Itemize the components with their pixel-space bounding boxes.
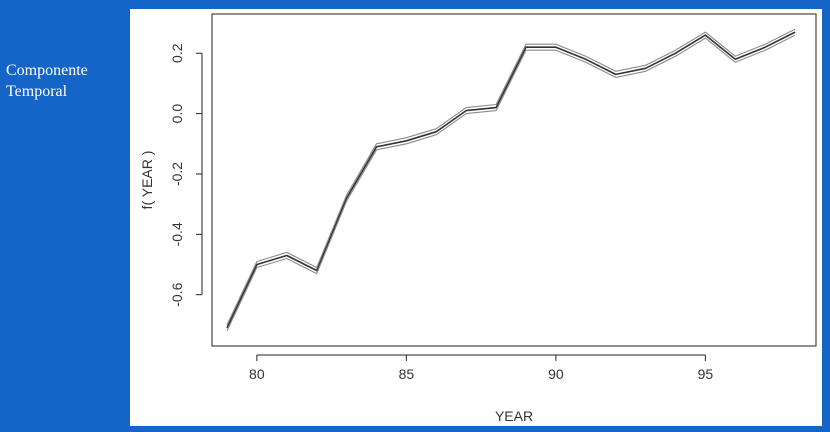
x-tick-label: 85 bbox=[399, 366, 415, 382]
x-tick-label: 90 bbox=[548, 366, 564, 382]
y-axis: -0.6 -0.4 -0.2 0.0 0.2 bbox=[169, 43, 203, 307]
y-tick-label: 0.0 bbox=[169, 104, 185, 124]
line-chart: 80 85 90 95 -0.6 -0.4 -0.2 0.0 0.2 YEAR f( YEAR… bbox=[139, 13, 817, 424]
x-tick-label: 95 bbox=[698, 366, 714, 382]
side-label: Componente Temporal bbox=[6, 60, 88, 102]
x-axis-label: YEAR bbox=[495, 408, 533, 424]
x-axis: 80 85 90 95 bbox=[249, 354, 714, 382]
series-line-estimate bbox=[226, 31, 796, 329]
side-label-line-2: Temporal bbox=[6, 83, 68, 100]
y-axis-label: f( YEAR ) bbox=[139, 151, 155, 210]
x-tick-label: 80 bbox=[249, 366, 265, 382]
y-tick-label: -0.6 bbox=[169, 282, 185, 306]
series-line-lower-band bbox=[226, 34, 796, 332]
series-layer bbox=[226, 28, 796, 332]
y-tick-label: -0.2 bbox=[169, 162, 185, 186]
plot-frame bbox=[211, 13, 817, 347]
side-label-line-1: Componente bbox=[6, 62, 88, 79]
series-line-upper-band bbox=[226, 28, 796, 326]
chart-panel: 80 85 90 95 -0.6 -0.4 -0.2 0.0 0.2 YEAR f( YEAR… bbox=[130, 9, 822, 426]
y-tick-label: -0.4 bbox=[169, 222, 185, 246]
y-tick-label: 0.2 bbox=[169, 43, 185, 63]
